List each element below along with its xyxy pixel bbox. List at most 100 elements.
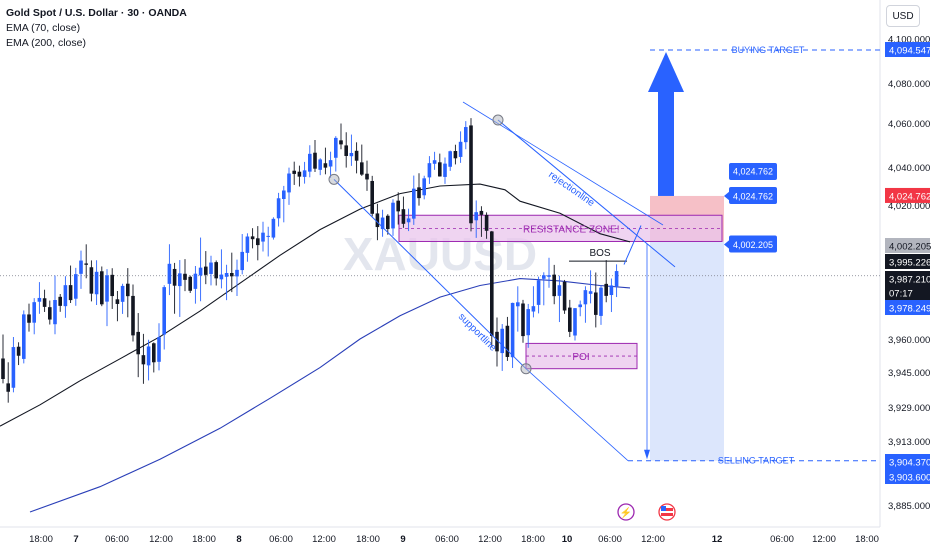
candle[interactable] bbox=[469, 118, 473, 232]
callout-top-box[interactable] bbox=[729, 162, 777, 180]
candle[interactable] bbox=[510, 302, 515, 368]
candle[interactable] bbox=[568, 299, 572, 338]
candle[interactable] bbox=[22, 310, 26, 364]
candle[interactable] bbox=[349, 134, 354, 166]
candle[interactable] bbox=[318, 158, 322, 176]
candle[interactable] bbox=[271, 217, 276, 240]
candle[interactable] bbox=[542, 272, 546, 306]
candle[interactable] bbox=[136, 313, 140, 378]
candle[interactable] bbox=[141, 333, 146, 384]
candle[interactable] bbox=[235, 259, 239, 296]
pivot-marker[interactable] bbox=[328, 173, 340, 185]
candle[interactable] bbox=[214, 260, 218, 286]
candle[interactable] bbox=[323, 147, 328, 175]
candle[interactable] bbox=[614, 264, 619, 298]
candle[interactable] bbox=[198, 237, 203, 302]
candle[interactable] bbox=[100, 266, 104, 307]
candle[interactable] bbox=[380, 209, 385, 237]
candle[interactable] bbox=[146, 339, 151, 381]
candle[interactable] bbox=[37, 282, 42, 314]
candle[interactable] bbox=[354, 142, 359, 174]
candle[interactable] bbox=[552, 264, 556, 305]
currency-button[interactable]: USD bbox=[886, 5, 920, 27]
candle[interactable] bbox=[152, 342, 156, 373]
candle[interactable] bbox=[479, 206, 484, 237]
candle[interactable] bbox=[120, 283, 125, 314]
candle[interactable] bbox=[547, 257, 551, 288]
candle[interactable] bbox=[172, 262, 177, 314]
candle[interactable] bbox=[360, 144, 364, 176]
candle[interactable] bbox=[401, 196, 406, 228]
candle[interactable] bbox=[287, 167, 291, 205]
candle[interactable] bbox=[536, 276, 541, 314]
candle[interactable] bbox=[573, 307, 577, 341]
candle[interactable] bbox=[276, 192, 281, 227]
candle[interactable] bbox=[11, 337, 16, 393]
ema70-line[interactable] bbox=[0, 183, 631, 427]
buy-arrow-head[interactable] bbox=[648, 52, 684, 92]
candle[interactable] bbox=[422, 175, 426, 200]
candle[interactable] bbox=[391, 199, 395, 236]
position-target-zone[interactable] bbox=[650, 241, 724, 461]
callout-lower-box[interactable] bbox=[729, 235, 777, 253]
candle[interactable] bbox=[63, 276, 68, 318]
projection-path[interactable] bbox=[623, 225, 642, 265]
candle[interactable] bbox=[53, 275, 57, 335]
candle[interactable] bbox=[448, 150, 452, 171]
candle[interactable] bbox=[583, 286, 588, 323]
candle[interactable] bbox=[282, 185, 286, 223]
candle[interactable] bbox=[84, 244, 88, 279]
candle[interactable] bbox=[126, 268, 130, 318]
candle[interactable] bbox=[344, 132, 348, 168]
candle[interactable] bbox=[521, 299, 525, 343]
candle[interactable] bbox=[557, 275, 562, 323]
candle[interactable] bbox=[48, 300, 52, 325]
candle[interactable] bbox=[131, 284, 135, 342]
candle[interactable] bbox=[406, 208, 411, 232]
candle[interactable] bbox=[105, 269, 109, 327]
candle[interactable] bbox=[68, 265, 73, 304]
candle[interactable] bbox=[599, 285, 603, 325]
candle[interactable] bbox=[370, 175, 374, 217]
candle[interactable] bbox=[193, 265, 198, 304]
candle[interactable] bbox=[490, 230, 494, 348]
buy-arrow-shaft[interactable] bbox=[658, 92, 674, 196]
candle[interactable] bbox=[110, 268, 114, 309]
candle[interactable] bbox=[209, 255, 213, 286]
candle[interactable] bbox=[292, 161, 296, 185]
candle[interactable] bbox=[412, 175, 416, 225]
candle[interactable] bbox=[261, 221, 265, 252]
candle[interactable] bbox=[594, 272, 598, 328]
candle[interactable] bbox=[453, 144, 458, 165]
candle[interactable] bbox=[162, 285, 166, 350]
candle[interactable] bbox=[167, 244, 172, 296]
candle[interactable] bbox=[32, 298, 36, 335]
candle[interactable] bbox=[474, 200, 478, 238]
candle[interactable] bbox=[74, 267, 78, 306]
candle[interactable] bbox=[531, 286, 536, 318]
candle[interactable] bbox=[328, 151, 333, 178]
candle[interactable] bbox=[230, 252, 234, 293]
candle[interactable] bbox=[157, 323, 161, 371]
candle[interactable] bbox=[562, 279, 567, 314]
resistance-zone[interactable] bbox=[398, 214, 723, 242]
candle[interactable] bbox=[16, 342, 21, 366]
candle[interactable] bbox=[256, 226, 260, 261]
candle[interactable] bbox=[94, 260, 99, 306]
candle[interactable] bbox=[224, 264, 229, 301]
candle[interactable] bbox=[609, 278, 614, 313]
candle[interactable] bbox=[115, 290, 120, 322]
candle[interactable] bbox=[526, 303, 530, 348]
candle[interactable] bbox=[302, 161, 307, 184]
callout-upper-box[interactable] bbox=[729, 186, 777, 204]
support-line[interactable] bbox=[333, 178, 527, 370]
candle[interactable] bbox=[516, 286, 520, 332]
ema200-line[interactable] bbox=[29, 278, 631, 513]
candle[interactable] bbox=[250, 228, 255, 249]
candle[interactable] bbox=[432, 151, 437, 170]
candle[interactable] bbox=[505, 316, 510, 361]
candle[interactable] bbox=[6, 362, 10, 403]
candle[interactable] bbox=[183, 259, 187, 292]
candle[interactable] bbox=[89, 260, 94, 302]
